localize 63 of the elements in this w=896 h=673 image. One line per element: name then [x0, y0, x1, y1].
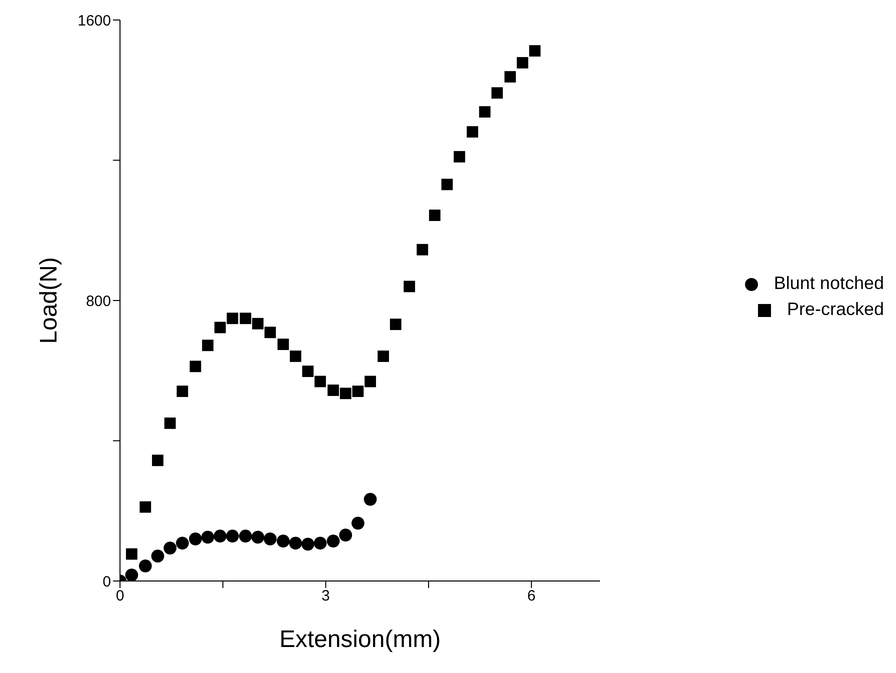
- point: [214, 530, 227, 543]
- point: [226, 312, 238, 324]
- point: [138, 560, 152, 572]
- y-axis-title: Load(N): [36, 257, 63, 344]
- point: [176, 536, 189, 550]
- y-tick-label: 800: [86, 292, 111, 310]
- point: [454, 151, 466, 162]
- x-axis-title: Extension(mm): [279, 626, 441, 653]
- point: [416, 244, 428, 256]
- point: [240, 312, 252, 324]
- point: [126, 548, 138, 560]
- point: [314, 376, 326, 388]
- point: [151, 550, 164, 563]
- x-tick-label: 0: [116, 588, 124, 605]
- point: [140, 501, 152, 513]
- point: [125, 568, 138, 581]
- point: [339, 528, 352, 542]
- point: [529, 45, 541, 57]
- point: [491, 87, 503, 99]
- point: [352, 386, 364, 398]
- point: [264, 326, 276, 338]
- x-tick-label: 3: [322, 588, 330, 605]
- point: [152, 454, 164, 466]
- point: [226, 530, 239, 543]
- point: [190, 360, 202, 372]
- point: [251, 530, 264, 544]
- point: [364, 492, 377, 506]
- point: [302, 366, 314, 378]
- point: [516, 57, 528, 68]
- point: [314, 536, 327, 550]
- point: [214, 322, 226, 334]
- point: [441, 178, 453, 190]
- point: [429, 210, 440, 221]
- point: [340, 388, 352, 400]
- point: [188, 532, 202, 546]
- point: [404, 280, 416, 292]
- x-tick-label: 6: [527, 588, 536, 605]
- legend-label: Pre-cracked: [786, 299, 884, 319]
- point: [378, 350, 390, 362]
- point: [278, 338, 289, 350]
- point: [326, 534, 340, 548]
- point: [202, 340, 214, 352]
- point: [364, 376, 376, 388]
- point: [352, 516, 364, 530]
- point: [301, 538, 314, 551]
- point: [252, 318, 264, 330]
- y-tick-label: 0: [102, 573, 111, 590]
- point: [466, 126, 478, 138]
- point: [201, 530, 214, 544]
- point: [390, 318, 402, 330]
- point: [164, 542, 176, 554]
- point: [264, 532, 277, 546]
- point: [239, 530, 252, 543]
- point: [479, 106, 490, 118]
- point: [289, 536, 302, 550]
- point: [164, 418, 176, 429]
- point: [276, 534, 290, 548]
- point: [176, 386, 188, 398]
- point: [290, 350, 302, 362]
- legend-label: Blunt notched: [774, 273, 884, 293]
- point: [504, 71, 516, 82]
- point: [328, 384, 339, 396]
- y-tick-label: 1600: [78, 12, 111, 30]
